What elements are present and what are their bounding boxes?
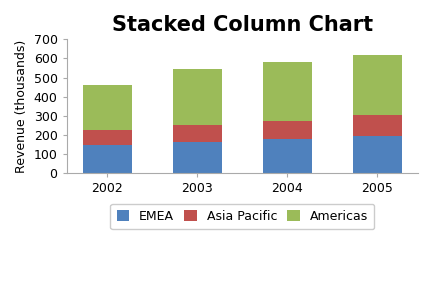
Legend: EMEA, Asia Pacific, Americas: EMEA, Asia Pacific, Americas bbox=[110, 204, 374, 229]
Bar bbox=[83, 144, 132, 173]
Bar bbox=[262, 121, 312, 139]
Y-axis label: Revenue (thousands): Revenue (thousands) bbox=[15, 40, 28, 173]
Bar bbox=[172, 142, 222, 173]
Bar bbox=[83, 130, 132, 144]
Bar bbox=[172, 125, 222, 142]
Bar bbox=[352, 55, 402, 115]
Bar bbox=[83, 85, 132, 130]
Bar bbox=[352, 136, 402, 173]
Bar bbox=[352, 115, 402, 136]
Title: Stacked Column Chart: Stacked Column Chart bbox=[112, 15, 373, 35]
Bar bbox=[172, 69, 222, 125]
Bar bbox=[262, 139, 312, 173]
Bar bbox=[262, 62, 312, 121]
